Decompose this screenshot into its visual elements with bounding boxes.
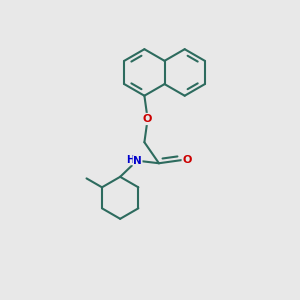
Text: N: N — [133, 156, 142, 166]
Text: O: O — [183, 155, 192, 165]
Text: H: H — [126, 155, 134, 165]
Text: O: O — [143, 114, 152, 124]
